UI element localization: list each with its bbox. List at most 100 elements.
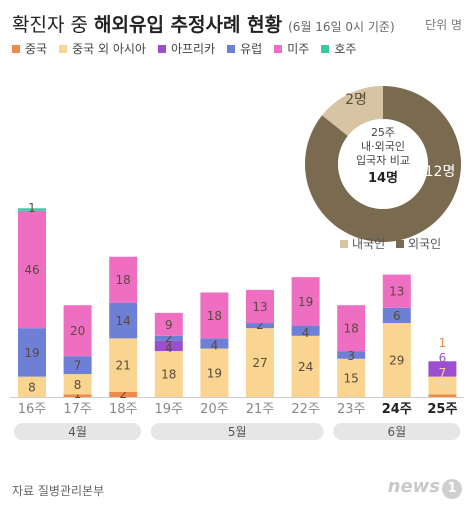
title-strong: 해외유입 추정사례 현황 — [94, 14, 283, 36]
x-tick-17주: 17주 — [63, 402, 92, 417]
month-label-4월: 4월 — [68, 425, 87, 439]
bar-22주-europe — [291, 325, 320, 336]
x-tick-23주: 23주 — [337, 402, 366, 417]
side-label-25주-china: 1 — [439, 336, 447, 350]
bar-label-16주-europe: 19 — [24, 346, 39, 360]
bar-16주-oceania — [18, 208, 46, 211]
bar-17주-asia — [63, 374, 92, 395]
pie-legend-swatch-domestic — [340, 240, 348, 248]
bar-label-18주-america: 18 — [116, 273, 131, 287]
x-tick-20주: 20주 — [200, 402, 229, 417]
bar-22주-asia — [291, 335, 320, 397]
legend-swatch-oceania — [321, 45, 330, 53]
month-band-6월 — [333, 423, 461, 440]
bar-label-22주-asia: 24 — [298, 360, 313, 374]
bar-label-18주-china: 2 — [119, 387, 127, 401]
bar-21주-europe — [246, 323, 274, 329]
pie-label-domestic: 2명 — [345, 92, 367, 108]
bar-label-18주-europe: 14 — [116, 314, 131, 328]
bar-label-23주-america: 18 — [344, 322, 359, 336]
x-tick-21주: 21주 — [246, 402, 275, 417]
bar-18주-europe — [109, 302, 138, 339]
bar-19주-america — [154, 312, 183, 336]
bar-label-19주-asia: 18 — [161, 368, 176, 382]
bar-24주-america — [382, 274, 411, 308]
bar-23주-europe — [337, 351, 366, 359]
bar-label-22주-europe: 4 — [302, 326, 310, 340]
pie-legend-label-domestic: 내국인 — [352, 237, 385, 251]
legend-label-asia: 중국 외 아시아 — [72, 42, 146, 56]
logo-one: 1 — [442, 479, 462, 499]
x-tick-19주: 19주 — [155, 402, 184, 417]
pie-slice-foreign — [305, 86, 461, 242]
bar-21주-asia — [246, 328, 274, 397]
bar-label-20주-asia: 19 — [207, 366, 222, 380]
bar-18주-america — [109, 256, 138, 303]
bar-17주-china — [63, 394, 92, 397]
bar-label-24주-america: 13 — [389, 285, 404, 299]
month-band-4월 — [14, 423, 142, 440]
source-label: 자료 질병관리본부 — [12, 484, 105, 498]
month-label-6월: 6월 — [387, 425, 406, 439]
bar-label-19주-africa: 4 — [165, 341, 173, 355]
legend-item-america: 미주 — [274, 40, 309, 57]
bar-label-21주-asia: 27 — [252, 356, 267, 370]
legend-swatch-china — [12, 45, 20, 53]
bar-label-24주-asia: 29 — [389, 354, 404, 368]
pie-center-title: 25주 — [371, 126, 395, 139]
bar-18주-china — [109, 391, 138, 397]
bar-label-21주-europe: 2 — [256, 318, 264, 332]
x-tick-16주: 16주 — [18, 402, 47, 417]
bar-20주-asia — [200, 348, 229, 397]
bar-label-16주-america: 46 — [24, 263, 39, 277]
pie-center-line2: 입국자 비교 — [356, 154, 410, 167]
x-tick-18주: 18주 — [109, 402, 138, 417]
bar-label-23주-asia: 15 — [344, 371, 359, 385]
bar-19주-europe — [154, 335, 183, 341]
bar-23주-america — [337, 305, 366, 352]
bar-23주-asia — [337, 358, 366, 397]
title-subtitle: (6월 16일 0시 기준) — [288, 20, 395, 34]
pie-center-total: 14명 — [368, 170, 398, 186]
legend-swatch-africa — [157, 45, 166, 53]
legend-item-africa: 아프리카 — [157, 40, 215, 57]
bar-label-17주-europe: 7 — [74, 359, 82, 373]
pie-center-line1: 내·외국인 — [361, 140, 405, 153]
legend-label-oceania: 호주 — [334, 42, 357, 56]
bar-label-18주-asia: 21 — [116, 359, 131, 373]
bar-label-17주-america: 20 — [70, 324, 85, 338]
bar-label-20주-europe: 4 — [211, 339, 219, 353]
bar-label-22주-america: 19 — [298, 295, 313, 309]
bar-19주-africa — [154, 340, 183, 352]
pie-legend-swatch-foreign — [396, 240, 404, 248]
bar-label-21주-america: 13 — [252, 300, 267, 314]
pie-label-foreign: 12명 — [425, 164, 456, 180]
month-band-5월 — [150, 423, 324, 440]
bar-label-23주-europe: 3 — [347, 349, 355, 363]
bar-25주-asia — [428, 376, 457, 395]
bar-label-24주-europe: 6 — [393, 309, 401, 323]
logo-text: news — [387, 476, 440, 497]
side-label-leader — [438, 380, 449, 389]
bar-17주-europe — [63, 356, 92, 375]
legend-item-china: 중국 — [12, 40, 47, 57]
side-label-25주-asia: 7 — [439, 366, 447, 380]
legend-label-america: 미주 — [287, 42, 310, 56]
news1-logo: news 1 — [388, 476, 462, 499]
pie-hole — [338, 119, 428, 209]
legend-swatch-america — [274, 45, 283, 53]
bar-label-19주-america: 9 — [165, 318, 173, 332]
legend-swatch-europe — [227, 45, 236, 53]
bar-24주-europe — [382, 307, 411, 324]
bar-20주-europe — [200, 338, 229, 349]
month-label-5월: 5월 — [228, 425, 247, 439]
bar-22주-america — [291, 277, 320, 326]
title-main: 확진자 중 — [12, 14, 88, 36]
bar-label-16주-oceania: 1 — [28, 201, 36, 215]
legend: 중국 중국 외 아시아 아프리카 유럽 미주 호주 — [12, 40, 368, 57]
legend-item-europe: 유럽 — [227, 40, 262, 57]
bar-19주-asia — [154, 351, 183, 397]
legend-label-china: 중국 — [25, 42, 48, 56]
bar-label-16주-asia: 8 — [28, 380, 36, 394]
